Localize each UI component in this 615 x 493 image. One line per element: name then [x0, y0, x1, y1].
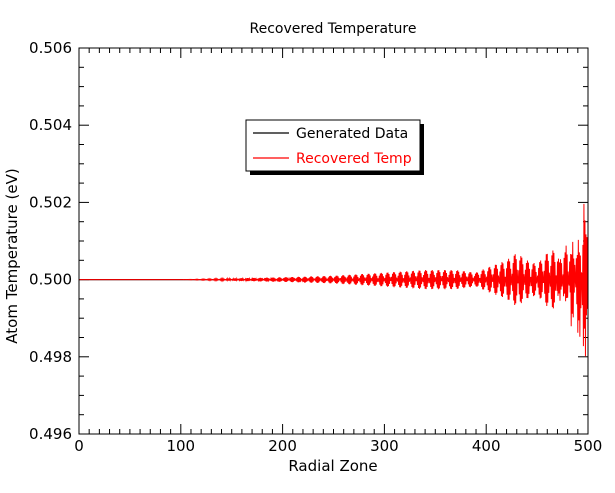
x-tick-label: 0 — [74, 437, 84, 455]
series-recovered-temp — [79, 203, 589, 357]
x-tick-label: 100 — [166, 437, 195, 455]
y-tick-label: 0.498 — [29, 348, 72, 366]
axis-tick-labels: 0 100 200 300 400 500 0.496 0.498 0.500 0.502 0.50… — [29, 39, 602, 455]
legend-label-recovered: Recovered Temp — [296, 151, 412, 167]
y-axis-label: Atom Temperature (eV) — [3, 168, 21, 343]
chart-title: Recovered Temperature — [250, 21, 417, 37]
x-tick-label: 500 — [574, 437, 603, 455]
y-tick-label: 0.502 — [29, 193, 72, 211]
x-axis-label: Radial Zone — [288, 457, 377, 475]
legend: Generated Data Recovered Temp — [245, 119, 424, 175]
plot-frame — [78, 47, 589, 435]
legend-label-generated: Generated Data — [296, 126, 408, 142]
y-tick-label: 0.500 — [29, 271, 72, 289]
axis-ticks — [78, 47, 589, 435]
x-tick-label: 200 — [268, 437, 297, 455]
legend-box — [245, 119, 421, 172]
x-tick-label: 300 — [370, 437, 399, 455]
x-tick-label: 400 — [472, 437, 501, 455]
y-tick-label: 0.496 — [29, 425, 72, 443]
y-tick-label: 0.504 — [29, 116, 72, 134]
y-tick-label: 0.506 — [29, 39, 72, 57]
series-layer — [79, 203, 589, 357]
